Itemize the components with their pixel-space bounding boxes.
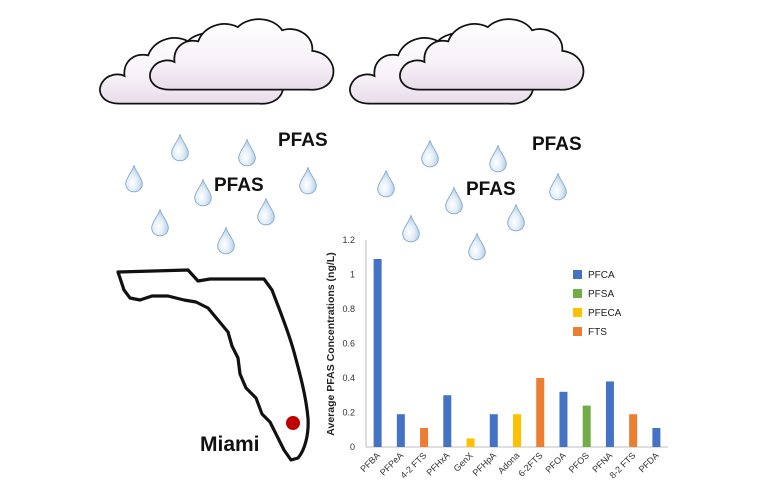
y-tick-label: 0.8 [342,304,355,314]
pfas-label-2: PFAS [214,175,264,196]
x-tick-label: PFOS [567,450,591,474]
x-tick-label: PFHxA [424,450,451,477]
bar-pfba [373,258,382,447]
y-tick-label: 0.6 [342,339,355,349]
x-tick-label: PFHpA [471,450,499,478]
bar-pfpea [396,414,405,447]
bar-pfos [582,405,591,447]
bar-pfhpa [489,414,498,447]
pfas-label-3: PFAS [532,134,582,155]
legend-label-pfeca: PFECA [588,308,622,319]
bar-pfna [605,381,614,447]
y-tick-label: 1.2 [342,235,355,245]
pfas-label-1: PFAS [278,130,328,151]
x-tick-label: 4-2 FTS [398,450,428,480]
bar-pfda [652,428,661,447]
x-tick-label: PFDA [637,450,661,474]
bar-6-2fts [536,378,545,447]
miami-marker [286,416,300,430]
pfas-label-4: PFAS [466,179,516,200]
y-axis-title: Average PFAS Concentrations (ng/L) [325,252,337,435]
bar-pfhxa [443,395,452,447]
florida-map [116,268,310,462]
x-tick-label: 8-2 FTS [608,450,638,480]
bars [373,258,661,447]
legend-label-fts: FTS [588,327,607,338]
y-tick-label: 0.4 [342,373,355,383]
bar-genx [466,438,475,447]
bar-4-2-fts [420,428,429,447]
chart-legend: PFCA PFSA PFECA FTS [573,270,622,338]
legend-swatch-pfca [573,270,582,279]
legend-swatch-pfsa [573,289,582,298]
cloud-left [98,18,335,105]
cloud-right [348,18,585,105]
y-tick-labels: 0 0.2 0.4 0.6 0.8 1 1.2 [342,235,355,452]
y-tick-label: 1 [350,270,355,280]
miami-label: Miami [200,433,260,456]
legend-swatch-pfeca [573,308,582,317]
legend-label-pfca: PFCA [588,270,615,281]
x-tick-label: 6-2FTS [516,450,544,478]
raindrops-right [377,139,567,261]
y-tick-label: 0 [350,442,355,452]
bar-8-2-fts [629,414,638,447]
y-tick-label: 0.2 [342,408,355,418]
bar-adona [513,414,521,447]
pfas-bar-chart: Average PFAS Concentrations (ng/L) 00.20… [325,235,668,480]
legend-label-pfsa: PFSA [588,289,614,300]
x-tick-label: PFOA [543,450,567,474]
bar-pfoa [559,391,568,447]
legend-swatch-fts [573,327,582,336]
